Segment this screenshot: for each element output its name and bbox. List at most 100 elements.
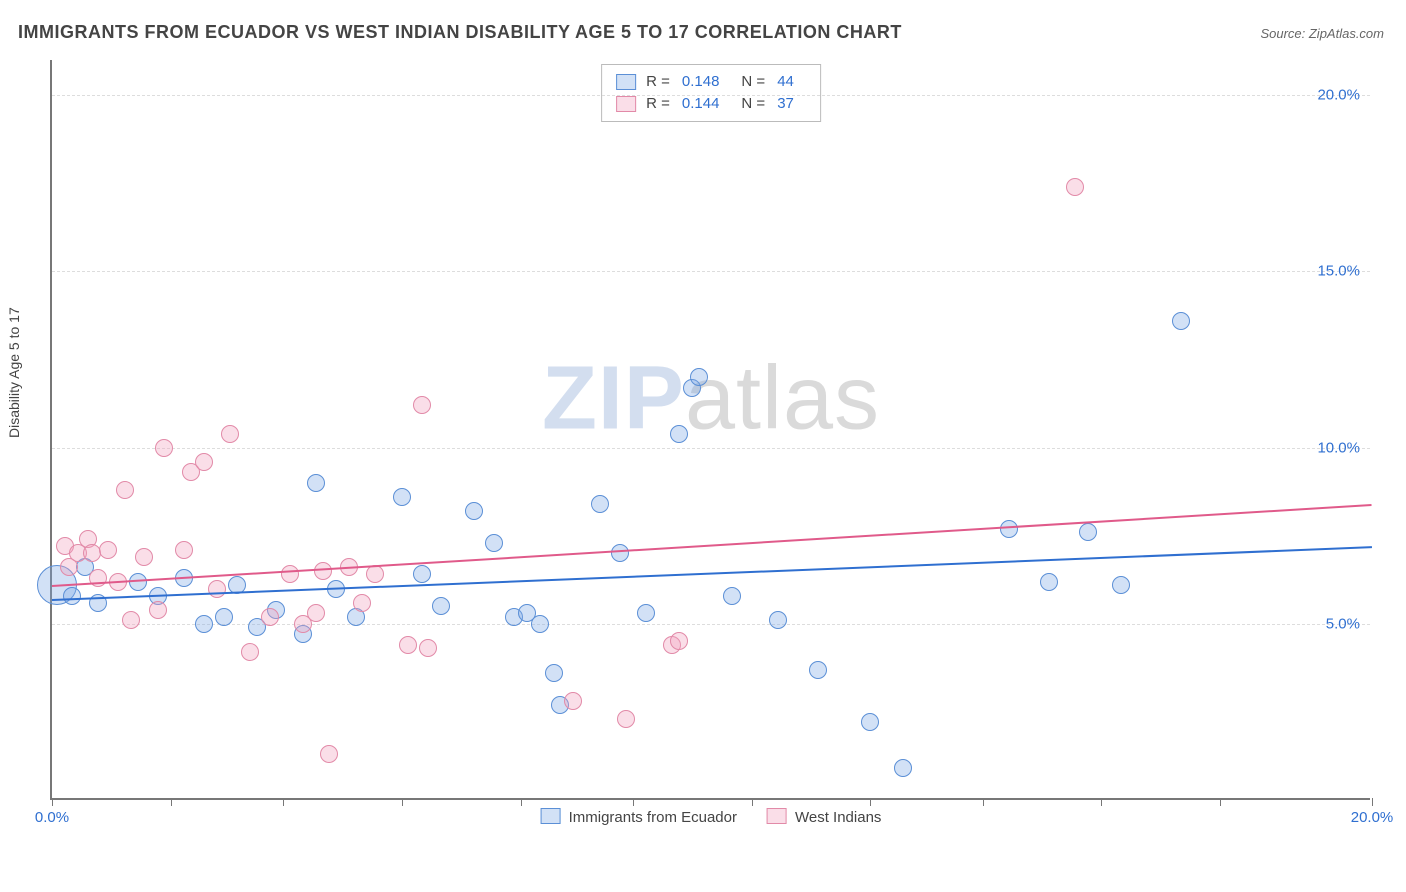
legend-stats: R = 0.148 N = 44 R = 0.144 N = 37 xyxy=(601,64,821,122)
grid-line xyxy=(52,448,1370,449)
scatter-point-ecuador xyxy=(769,611,787,629)
legend-n-label: N = xyxy=(741,71,765,93)
scatter-point-west_indian xyxy=(399,636,417,654)
x-tick-mark xyxy=(171,798,172,806)
trend-line-west_indian xyxy=(52,504,1372,587)
chart-title: IMMIGRANTS FROM ECUADOR VS WEST INDIAN D… xyxy=(18,22,902,43)
scatter-point-ecuador xyxy=(413,565,431,583)
scatter-point-west_indian xyxy=(617,710,635,728)
scatter-point-ecuador xyxy=(195,615,213,633)
legend-label-westindian: West Indians xyxy=(795,809,881,826)
scatter-point-ecuador xyxy=(670,425,688,443)
scatter-point-west_indian xyxy=(175,541,193,559)
legend-swatch-ecuador xyxy=(541,808,561,824)
scatter-point-ecuador xyxy=(894,759,912,777)
legend-n-value-westindian: 37 xyxy=(777,93,794,115)
y-tick-label: 10.0% xyxy=(1317,439,1360,456)
legend-n-value-ecuador: 44 xyxy=(777,71,794,93)
y-tick-label: 15.0% xyxy=(1317,263,1360,280)
scatter-point-ecuador xyxy=(637,604,655,622)
scatter-point-ecuador xyxy=(723,587,741,605)
legend-swatch-westindian xyxy=(767,808,787,824)
scatter-point-west_indian xyxy=(307,604,325,622)
scatter-point-ecuador xyxy=(1172,312,1190,330)
legend-item-westindian: West Indians xyxy=(767,808,881,826)
scatter-point-west_indian xyxy=(413,396,431,414)
x-tick-mark xyxy=(752,798,753,806)
scatter-point-west_indian xyxy=(122,611,140,629)
scatter-point-west_indian xyxy=(314,562,332,580)
x-tick-mark xyxy=(870,798,871,806)
watermark-part2: atlas xyxy=(685,349,880,449)
scatter-point-ecuador xyxy=(611,544,629,562)
source-attribution: Source: ZipAtlas.com xyxy=(1260,26,1384,41)
x-tick-mark xyxy=(1101,798,1102,806)
scatter-point-ecuador xyxy=(485,534,503,552)
scatter-point-ecuador xyxy=(1112,576,1130,594)
legend-r-value-ecuador: 0.148 xyxy=(682,71,720,93)
grid-line xyxy=(52,95,1370,96)
scatter-point-ecuador xyxy=(861,713,879,731)
scatter-point-west_indian xyxy=(564,692,582,710)
legend-r-label: R = xyxy=(646,93,670,115)
scatter-point-west_indian xyxy=(195,453,213,471)
scatter-point-west_indian xyxy=(366,565,384,583)
legend-item-ecuador: Immigrants from Ecuador xyxy=(541,808,737,826)
scatter-point-ecuador xyxy=(1079,523,1097,541)
scatter-point-ecuador xyxy=(531,615,549,633)
scatter-point-ecuador xyxy=(1040,573,1058,591)
scatter-point-ecuador xyxy=(690,368,708,386)
watermark-part1: ZIP xyxy=(542,349,685,449)
x-tick-mark xyxy=(402,798,403,806)
source-name: ZipAtlas.com xyxy=(1309,26,1384,41)
y-axis-label: Disability Age 5 to 17 xyxy=(6,307,22,438)
scatter-point-ecuador xyxy=(432,597,450,615)
scatter-point-west_indian xyxy=(353,594,371,612)
x-tick-mark xyxy=(521,798,522,806)
scatter-point-ecuador xyxy=(215,608,233,626)
legend-swatch-westindian xyxy=(616,96,636,112)
chart-area: ZIPatlas R = 0.148 N = 44 R = 0.144 N = … xyxy=(50,60,1370,830)
scatter-point-ecuador xyxy=(545,664,563,682)
legend-label-ecuador: Immigrants from Ecuador xyxy=(569,809,737,826)
y-tick-label: 20.0% xyxy=(1317,87,1360,104)
scatter-point-west_indian xyxy=(241,643,259,661)
scatter-point-west_indian xyxy=(155,439,173,457)
x-tick-label: 0.0% xyxy=(35,809,69,826)
scatter-point-west_indian xyxy=(99,541,117,559)
scatter-point-west_indian xyxy=(135,548,153,566)
scatter-point-west_indian xyxy=(281,565,299,583)
watermark: ZIPatlas xyxy=(542,348,880,451)
legend-stats-row-westindian: R = 0.144 N = 37 xyxy=(616,93,806,115)
scatter-point-ecuador xyxy=(63,587,81,605)
plot-inner: ZIPatlas R = 0.148 N = 44 R = 0.144 N = … xyxy=(50,60,1370,800)
legend-swatch-ecuador xyxy=(616,74,636,90)
scatter-point-west_indian xyxy=(83,544,101,562)
legend-r-value-westindian: 0.144 xyxy=(682,93,720,115)
legend-stats-row-ecuador: R = 0.148 N = 44 xyxy=(616,71,806,93)
scatter-point-ecuador xyxy=(393,488,411,506)
x-tick-mark xyxy=(1220,798,1221,806)
x-tick-mark xyxy=(983,798,984,806)
scatter-point-west_indian xyxy=(670,632,688,650)
legend-series: Immigrants from Ecuador West Indians xyxy=(541,808,882,826)
scatter-point-ecuador xyxy=(1000,520,1018,538)
scatter-point-ecuador xyxy=(591,495,609,513)
scatter-point-west_indian xyxy=(261,608,279,626)
scatter-point-west_indian xyxy=(1066,178,1084,196)
legend-n-label: N = xyxy=(741,93,765,115)
x-tick-mark xyxy=(1372,798,1373,806)
x-tick-mark xyxy=(633,798,634,806)
scatter-point-ecuador xyxy=(307,474,325,492)
scatter-point-west_indian xyxy=(149,601,167,619)
scatter-point-ecuador xyxy=(809,661,827,679)
y-tick-label: 5.0% xyxy=(1326,615,1360,632)
source-prefix: Source: xyxy=(1260,26,1308,41)
scatter-point-west_indian xyxy=(116,481,134,499)
grid-line xyxy=(52,271,1370,272)
scatter-point-west_indian xyxy=(208,580,226,598)
x-tick-label: 20.0% xyxy=(1351,809,1394,826)
x-tick-mark xyxy=(52,798,53,806)
page-root: IMMIGRANTS FROM ECUADOR VS WEST INDIAN D… xyxy=(0,0,1406,892)
legend-r-label: R = xyxy=(646,71,670,93)
